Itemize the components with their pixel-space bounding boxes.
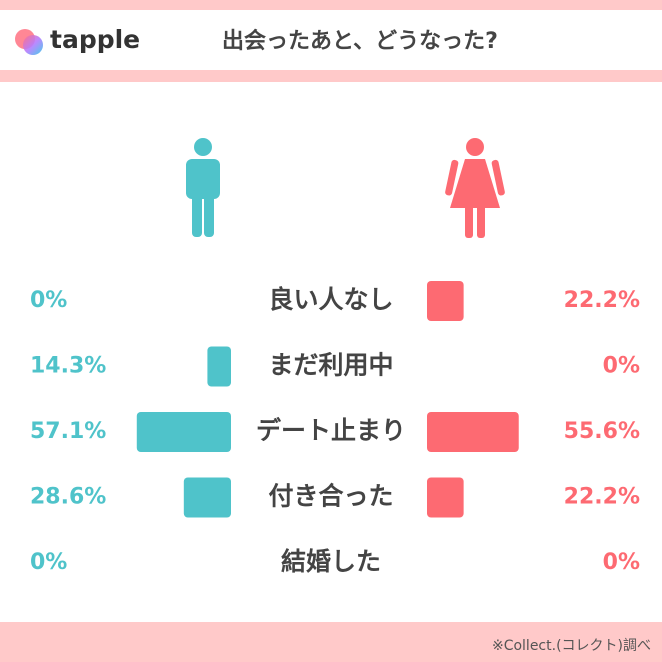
footer-band (0, 622, 662, 662)
value-label: 0% (603, 550, 640, 575)
value-label: 0% (30, 550, 67, 575)
bar (427, 412, 519, 452)
logo: tapple (15, 25, 140, 55)
bar (427, 477, 464, 518)
value-label: 0% (30, 288, 67, 313)
value-label: 14.3% (30, 354, 106, 379)
male-icon (186, 138, 220, 237)
value-label: 55.6% (564, 419, 640, 444)
category-label: 結婚した (281, 547, 381, 576)
category-label: 付き合った (268, 482, 393, 511)
source: ※Collect.(コレクト)調べ (492, 638, 651, 654)
top-strip (0, 0, 662, 10)
category-label: 良い人なし (268, 285, 393, 314)
category-label: まだ利用中 (268, 351, 393, 380)
value-label: 22.2% (564, 288, 640, 313)
value-label: 57.1% (30, 419, 106, 444)
category-label: デート止まり (256, 416, 406, 445)
value-label: 22.2% (564, 485, 640, 510)
brand: tapple (50, 25, 140, 54)
header-strip (0, 70, 662, 82)
bar (207, 346, 231, 387)
bar (183, 477, 231, 518)
female-icon (445, 138, 505, 238)
bar (136, 412, 231, 452)
bar (427, 281, 464, 321)
value-label: 28.6% (30, 485, 106, 510)
chart-title: 出会ったあと、どうなった? (222, 28, 498, 54)
value-label: 0% (603, 354, 640, 379)
